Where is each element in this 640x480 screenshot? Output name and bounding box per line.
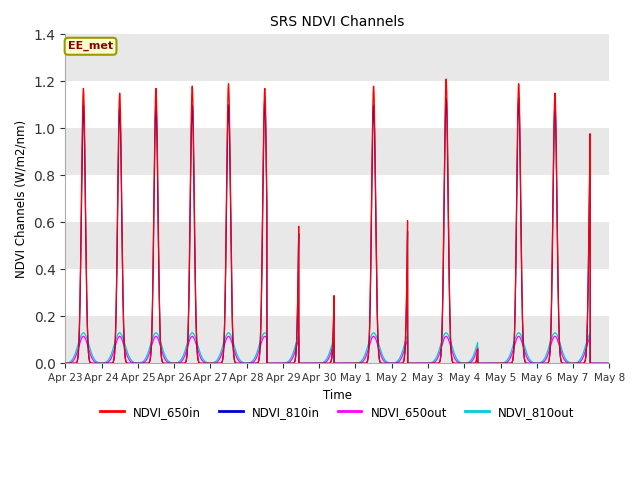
Bar [65,222,609,269]
Bar [65,128,609,175]
Bar [65,35,609,81]
Text: EE_met: EE_met [68,41,113,51]
Title: SRS NDVI Channels: SRS NDVI Channels [270,15,404,29]
X-axis label: Time: Time [323,389,352,402]
Bar [65,316,609,363]
Y-axis label: NDVI Channels (W/m2/nm): NDVI Channels (W/m2/nm) [15,120,28,278]
Legend: NDVI_650in, NDVI_810in, NDVI_650out, NDVI_810out: NDVI_650in, NDVI_810in, NDVI_650out, NDV… [95,401,579,423]
